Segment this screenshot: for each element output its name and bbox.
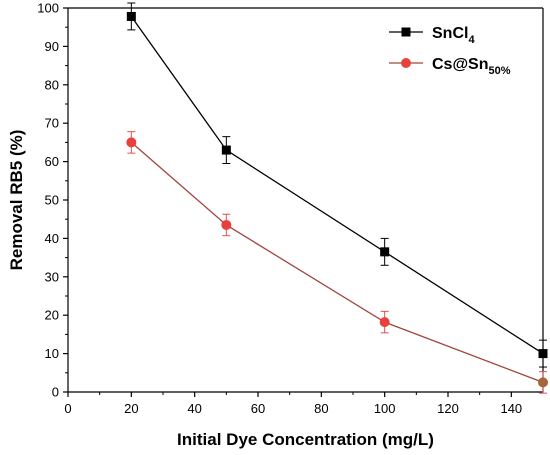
y-tick-label: 60 [45, 154, 59, 169]
axes [67, 7, 544, 393]
y-tick-label: 20 [45, 308, 59, 323]
legend-marker-sncl4 [401, 27, 411, 37]
legend-label-cs-sn-main: Cs@Sn [432, 56, 489, 73]
y-tick-label: 30 [45, 269, 59, 284]
data-point [126, 11, 136, 21]
y-tick-label: 10 [45, 346, 59, 361]
x-tick-label: 80 [314, 401, 328, 416]
ticks: 0 20 40 60 80 100 120 140 0 10 20 30 40 50 60 70 80 90 100 [37, 1, 522, 417]
legend-label-cs-sn: Cs@Sn50% [432, 56, 511, 77]
y-tick-label: 100 [37, 1, 59, 16]
data-point [221, 145, 231, 155]
data-point [538, 377, 548, 388]
x-tick-label: 100 [374, 401, 396, 416]
x-tick-label: 140 [500, 401, 522, 416]
series [126, 2, 548, 394]
series-line-0 [130, 16, 544, 355]
x-tick-label: 0 [64, 401, 71, 416]
y-tick-label: 90 [45, 39, 59, 54]
legend: SnCl4 Cs@Sn50% [389, 25, 511, 77]
x-tick-label: 120 [437, 401, 459, 416]
y-tick-label: 80 [45, 77, 59, 92]
legend-label-sncl4-sub: 4 [468, 34, 475, 46]
y-axis-title: Removal RB5 (%) [7, 130, 26, 271]
legend-label-sncl4-main: SnCl [432, 25, 468, 42]
x-tick-label: 60 [251, 401, 265, 416]
y-tick-label: 50 [45, 193, 59, 208]
series-line-1 [130, 141, 544, 384]
legend-label-sncl4: SnCl4 [432, 25, 475, 46]
data-point [126, 137, 137, 148]
data-point [380, 247, 390, 257]
data-point [379, 317, 390, 328]
x-tick-label: 20 [124, 401, 138, 416]
legend-label-cs-sn-sub: 50% [489, 65, 511, 77]
x-tick-label: 40 [187, 401, 201, 416]
x-axis-title: Initial Dye Concentration (mg/L) [177, 430, 434, 449]
y-tick-label: 70 [45, 116, 59, 131]
data-point [221, 219, 232, 230]
data-point [538, 349, 548, 359]
y-tick-label: 0 [52, 385, 59, 400]
y-tick-label: 40 [45, 231, 59, 246]
legend-marker-cs-sn [401, 58, 411, 68]
